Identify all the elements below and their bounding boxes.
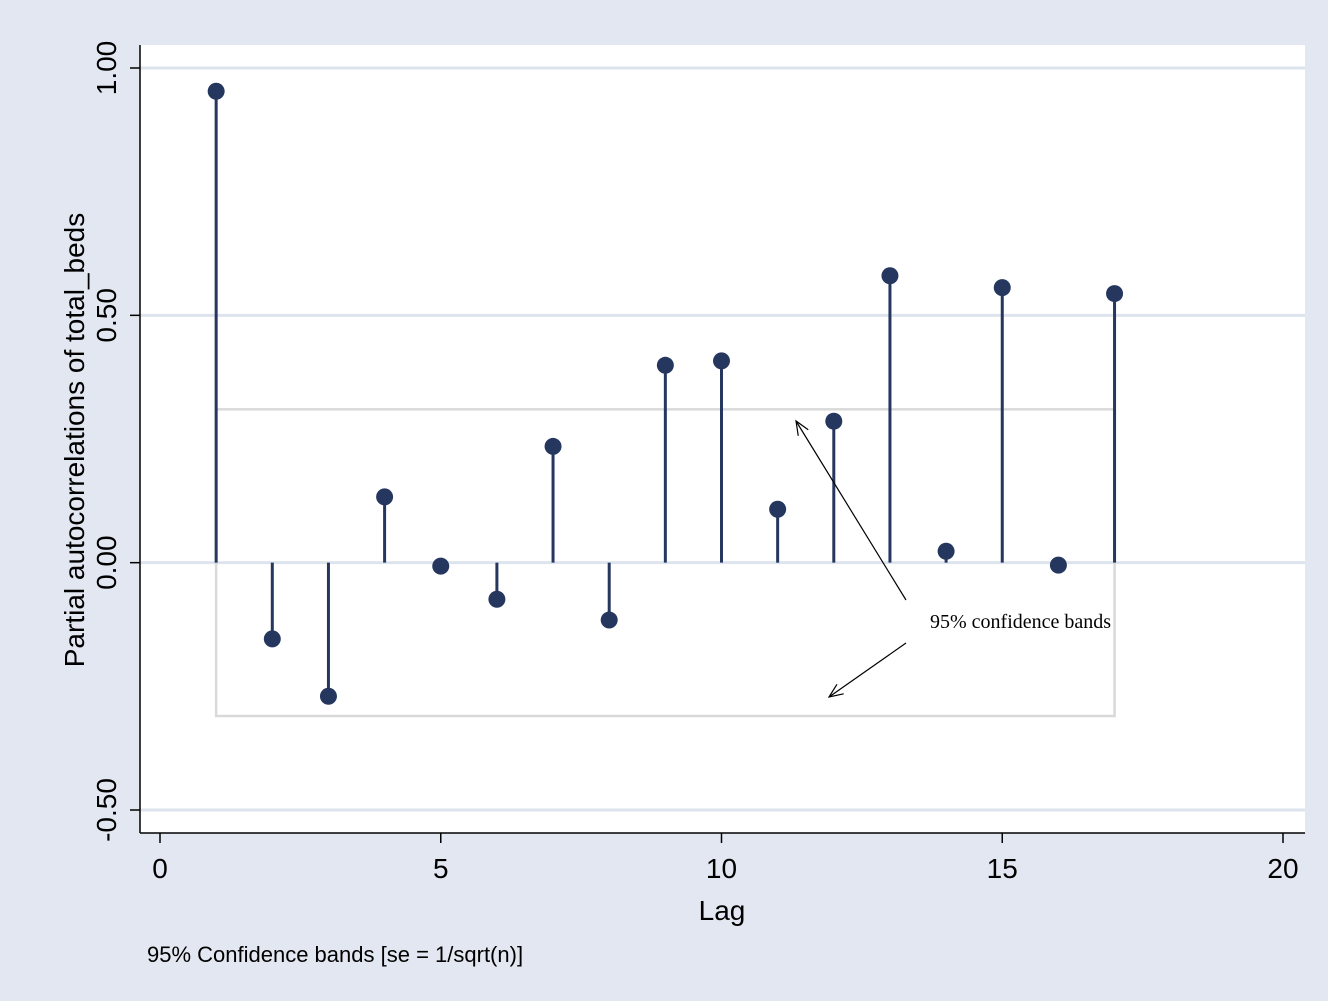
y-tick-label: 1.00 <box>91 41 122 96</box>
axes: -0.50 0.00 0.50 1.00 0 5 10 15 20 <box>91 41 1305 884</box>
grid-lines <box>140 66 1305 812</box>
annotation-arrow-shaft <box>828 642 907 698</box>
y-tick-label: 0.00 <box>91 535 122 590</box>
data-point <box>993 279 1011 297</box>
data-point <box>881 267 899 285</box>
x-tick-label: 10 <box>706 853 737 884</box>
y-tick-label: 0.50 <box>91 288 122 343</box>
x-axis-title: Lag <box>699 895 746 926</box>
data-point <box>544 437 562 455</box>
markers <box>207 82 1124 705</box>
data-point <box>207 82 225 100</box>
data-point <box>600 611 618 629</box>
y-axis-title: Partial autocorrelations of total_beds <box>59 213 90 668</box>
annotation-arrowhead <box>795 419 809 436</box>
stems <box>214 91 1117 697</box>
annotation-arrowhead <box>827 683 844 698</box>
data-point <box>319 687 337 705</box>
data-point <box>937 542 955 560</box>
y-tick-label: -0.50 <box>91 778 122 842</box>
data-point <box>376 488 394 506</box>
x-tick-label: 20 <box>1267 853 1298 884</box>
x-tick-label: 0 <box>152 853 168 884</box>
data-point <box>656 356 674 374</box>
annotation: 95% confidence bands <box>795 419 1111 698</box>
data-point <box>432 557 450 575</box>
annotation-arrow-shaft <box>795 420 907 601</box>
data-point <box>488 590 506 608</box>
x-tick-label: 5 <box>433 853 449 884</box>
data-point <box>713 352 730 370</box>
data-point <box>825 412 843 430</box>
x-tick-label: 15 <box>987 853 1018 884</box>
annotation-label: 95% confidence bands <box>930 611 1111 633</box>
data-point <box>1049 556 1067 574</box>
data-point <box>769 500 787 518</box>
data-point <box>1106 285 1124 303</box>
footnote: 95% Confidence bands [se = 1/sqrt(n)] <box>147 942 523 967</box>
data-point <box>263 630 281 648</box>
